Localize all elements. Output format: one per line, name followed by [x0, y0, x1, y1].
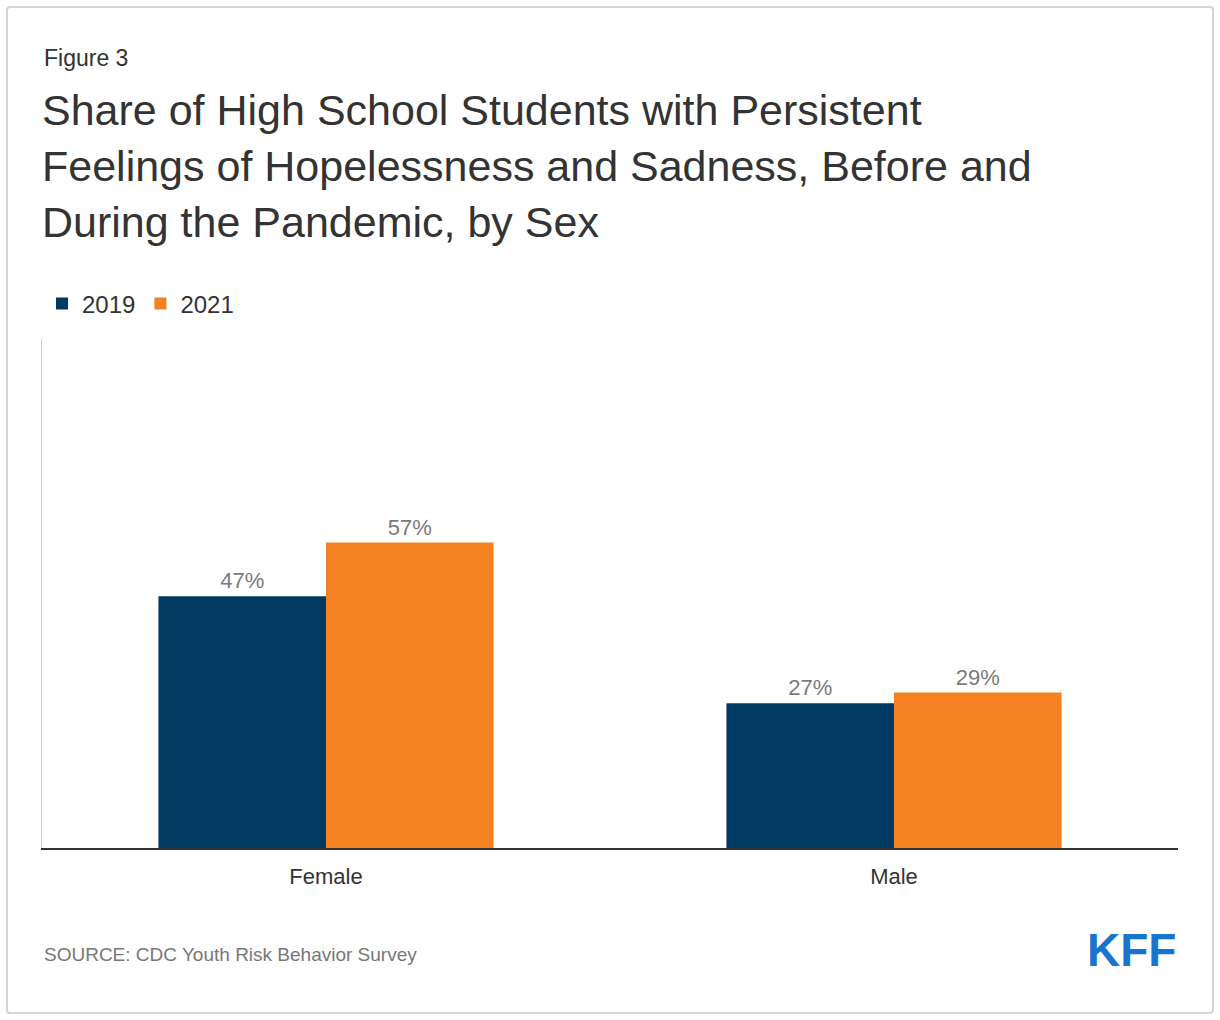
svg-text:KFF: KFF: [1087, 924, 1176, 976]
svg-text:Share of High School Students: Share of High School Students with Persi…: [42, 86, 1032, 246]
svg-text:Figure 3: Figure 3: [44, 45, 128, 71]
svg-text:29%: 29%: [956, 665, 1000, 690]
svg-text:Female: Female: [289, 864, 362, 889]
svg-text:47%: 47%: [220, 568, 264, 593]
svg-text:SOURCE: CDC Youth Risk Behavio: SOURCE: CDC Youth Risk Behavior Survey: [44, 944, 417, 965]
svg-text:57%: 57%: [388, 515, 432, 540]
svg-text:27%: 27%: [788, 675, 832, 700]
svg-text:2021: 2021: [180, 291, 233, 318]
svg-text:2019: 2019: [82, 291, 135, 318]
svg-text:Male: Male: [870, 864, 918, 889]
